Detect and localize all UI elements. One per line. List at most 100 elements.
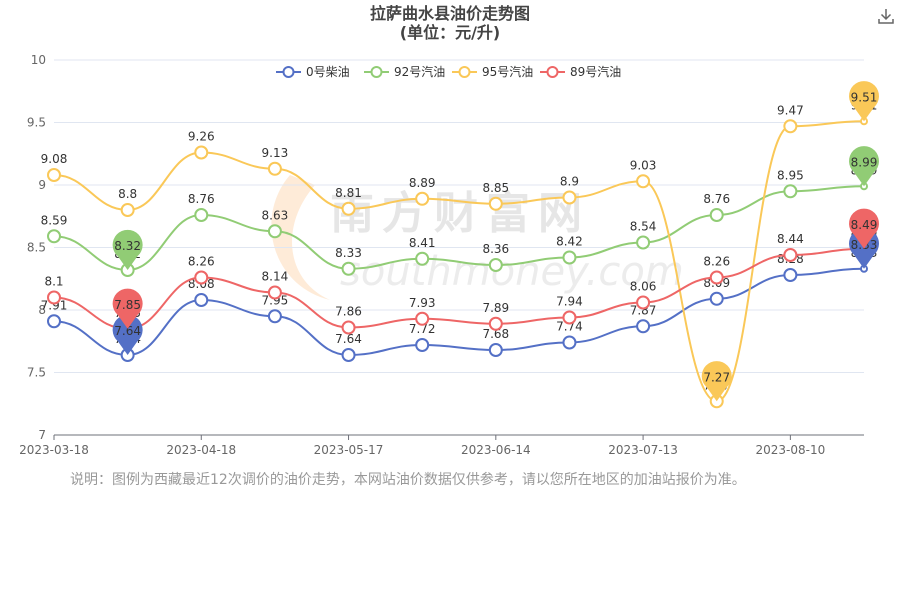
data-point bbox=[709, 291, 724, 306]
data-point bbox=[267, 224, 282, 239]
data-point bbox=[636, 295, 651, 310]
legend-label: 95号汽油 bbox=[482, 64, 533, 79]
data-point bbox=[194, 270, 209, 285]
y-tick-label: 7.5 bbox=[27, 366, 46, 380]
x-tick-label: 2023-07-13 bbox=[608, 443, 678, 457]
data-point bbox=[47, 314, 61, 329]
data-label: 8.33 bbox=[335, 246, 362, 260]
data-point bbox=[709, 208, 724, 222]
x-tick-label: 2023-08-10 bbox=[755, 443, 825, 457]
marker-pin-label: 7.85 bbox=[114, 298, 141, 312]
data-point bbox=[488, 343, 503, 357]
marker-pin-shape bbox=[849, 208, 880, 249]
download-icon[interactable] bbox=[876, 6, 896, 26]
legend-symbol bbox=[370, 66, 383, 78]
watermark-swoosh bbox=[271, 175, 330, 300]
marker-pin-shape bbox=[849, 81, 880, 122]
data-label: 8.81 bbox=[335, 186, 362, 200]
data-point bbox=[415, 191, 430, 206]
data-point bbox=[636, 319, 651, 334]
x-tick-label: 2023-05-17 bbox=[314, 443, 384, 457]
data-label: 7.72 bbox=[409, 322, 436, 336]
data-label: 8.06 bbox=[630, 280, 657, 294]
data-point bbox=[47, 168, 61, 182]
data-point bbox=[194, 145, 209, 160]
marker-pin-shape bbox=[112, 229, 143, 270]
data-point bbox=[636, 235, 651, 250]
x-tick-label: 2023-04-18 bbox=[166, 443, 236, 457]
marker-pin: 7.64 bbox=[112, 314, 143, 355]
chart-title-line2: (单位：元/升) bbox=[399, 23, 501, 42]
marker-pin-shape bbox=[701, 361, 732, 402]
data-point bbox=[562, 250, 577, 265]
data-point bbox=[488, 316, 503, 331]
data-point bbox=[488, 258, 503, 272]
data-label: 7.74 bbox=[556, 320, 583, 334]
data-point bbox=[415, 251, 430, 266]
data-label: 7.64 bbox=[335, 332, 362, 346]
watermark-cn: 南方财富网 bbox=[330, 188, 590, 239]
data-point bbox=[341, 320, 356, 335]
data-point bbox=[783, 248, 798, 262]
marker-pin: 9.51 bbox=[849, 81, 880, 122]
legend-symbol bbox=[546, 66, 559, 78]
legend-item-2[interactable]: 95号汽油 bbox=[452, 64, 533, 79]
data-point bbox=[783, 184, 798, 199]
data-point bbox=[267, 309, 282, 324]
marker-pin: 7.85 bbox=[112, 288, 143, 329]
data-point bbox=[267, 161, 282, 176]
marker-pin: 7.27 bbox=[701, 361, 732, 402]
data-label: 7.86 bbox=[335, 305, 362, 319]
data-point bbox=[47, 229, 61, 244]
y-tick-label: 9 bbox=[38, 178, 46, 192]
data-label: 8.95 bbox=[777, 168, 804, 182]
data-label: 7.93 bbox=[409, 296, 436, 310]
data-label: 8.1 bbox=[44, 275, 63, 289]
legend-item-0[interactable]: 0号柴油 bbox=[276, 65, 350, 79]
chart-title: 拉萨曲水县油价走势图 (单位：元/升) bbox=[0, 4, 900, 42]
data-label: 8.26 bbox=[188, 255, 215, 269]
marker-pin: 8.49 bbox=[849, 208, 880, 249]
legend-item-1[interactable]: 92号汽油 bbox=[364, 64, 445, 79]
data-label: 8.36 bbox=[482, 242, 509, 256]
data-label: 8.42 bbox=[556, 235, 583, 249]
data-point bbox=[341, 201, 356, 216]
marker-pin-label: 7.27 bbox=[703, 370, 730, 384]
data-label: 7.91 bbox=[41, 298, 68, 312]
data-label: 9.26 bbox=[188, 130, 215, 144]
legend-symbol bbox=[282, 66, 295, 78]
legend-item-3[interactable]: 89号汽油 bbox=[540, 64, 621, 79]
legend-label: 0号柴油 bbox=[306, 65, 350, 79]
data-label: 8.44 bbox=[777, 232, 804, 246]
line-chart: 南方财富网southmoney.com77.588.599.5102023-03… bbox=[19, 53, 880, 457]
data-label: 7.68 bbox=[482, 327, 509, 341]
marker-pin-shape bbox=[849, 146, 880, 187]
chart-title-line1: 拉萨曲水县油价走势图 bbox=[369, 4, 530, 23]
data-label: 8.59 bbox=[41, 213, 68, 227]
data-label: 9.08 bbox=[41, 152, 68, 166]
marker-pin-label: 8.32 bbox=[114, 239, 141, 253]
y-tick-label: 10 bbox=[31, 53, 46, 67]
data-point bbox=[562, 310, 577, 325]
data-point bbox=[341, 261, 356, 276]
marker-pin-label: 8.99 bbox=[851, 155, 878, 169]
data-point bbox=[783, 119, 798, 134]
y-tick-label: 8 bbox=[38, 303, 46, 317]
data-point bbox=[415, 338, 430, 352]
data-point bbox=[562, 335, 577, 350]
data-label: 8.14 bbox=[262, 270, 289, 284]
data-label: 9.13 bbox=[262, 146, 289, 160]
marker-pin: 8.99 bbox=[849, 146, 880, 187]
data-label: 8.76 bbox=[703, 192, 730, 206]
data-point bbox=[47, 290, 61, 305]
data-label: 9.03 bbox=[630, 158, 657, 172]
data-label: 7.95 bbox=[262, 293, 289, 307]
marker-pin-shape bbox=[112, 314, 143, 355]
data-label: 8.54 bbox=[630, 220, 657, 234]
y-tick-label: 8.5 bbox=[27, 241, 46, 255]
legend-symbol bbox=[458, 66, 471, 78]
data-point bbox=[341, 348, 356, 362]
x-tick-label: 2023-06-14 bbox=[461, 443, 531, 457]
data-label: 7.87 bbox=[630, 303, 657, 317]
legend-label: 89号汽油 bbox=[570, 64, 621, 79]
